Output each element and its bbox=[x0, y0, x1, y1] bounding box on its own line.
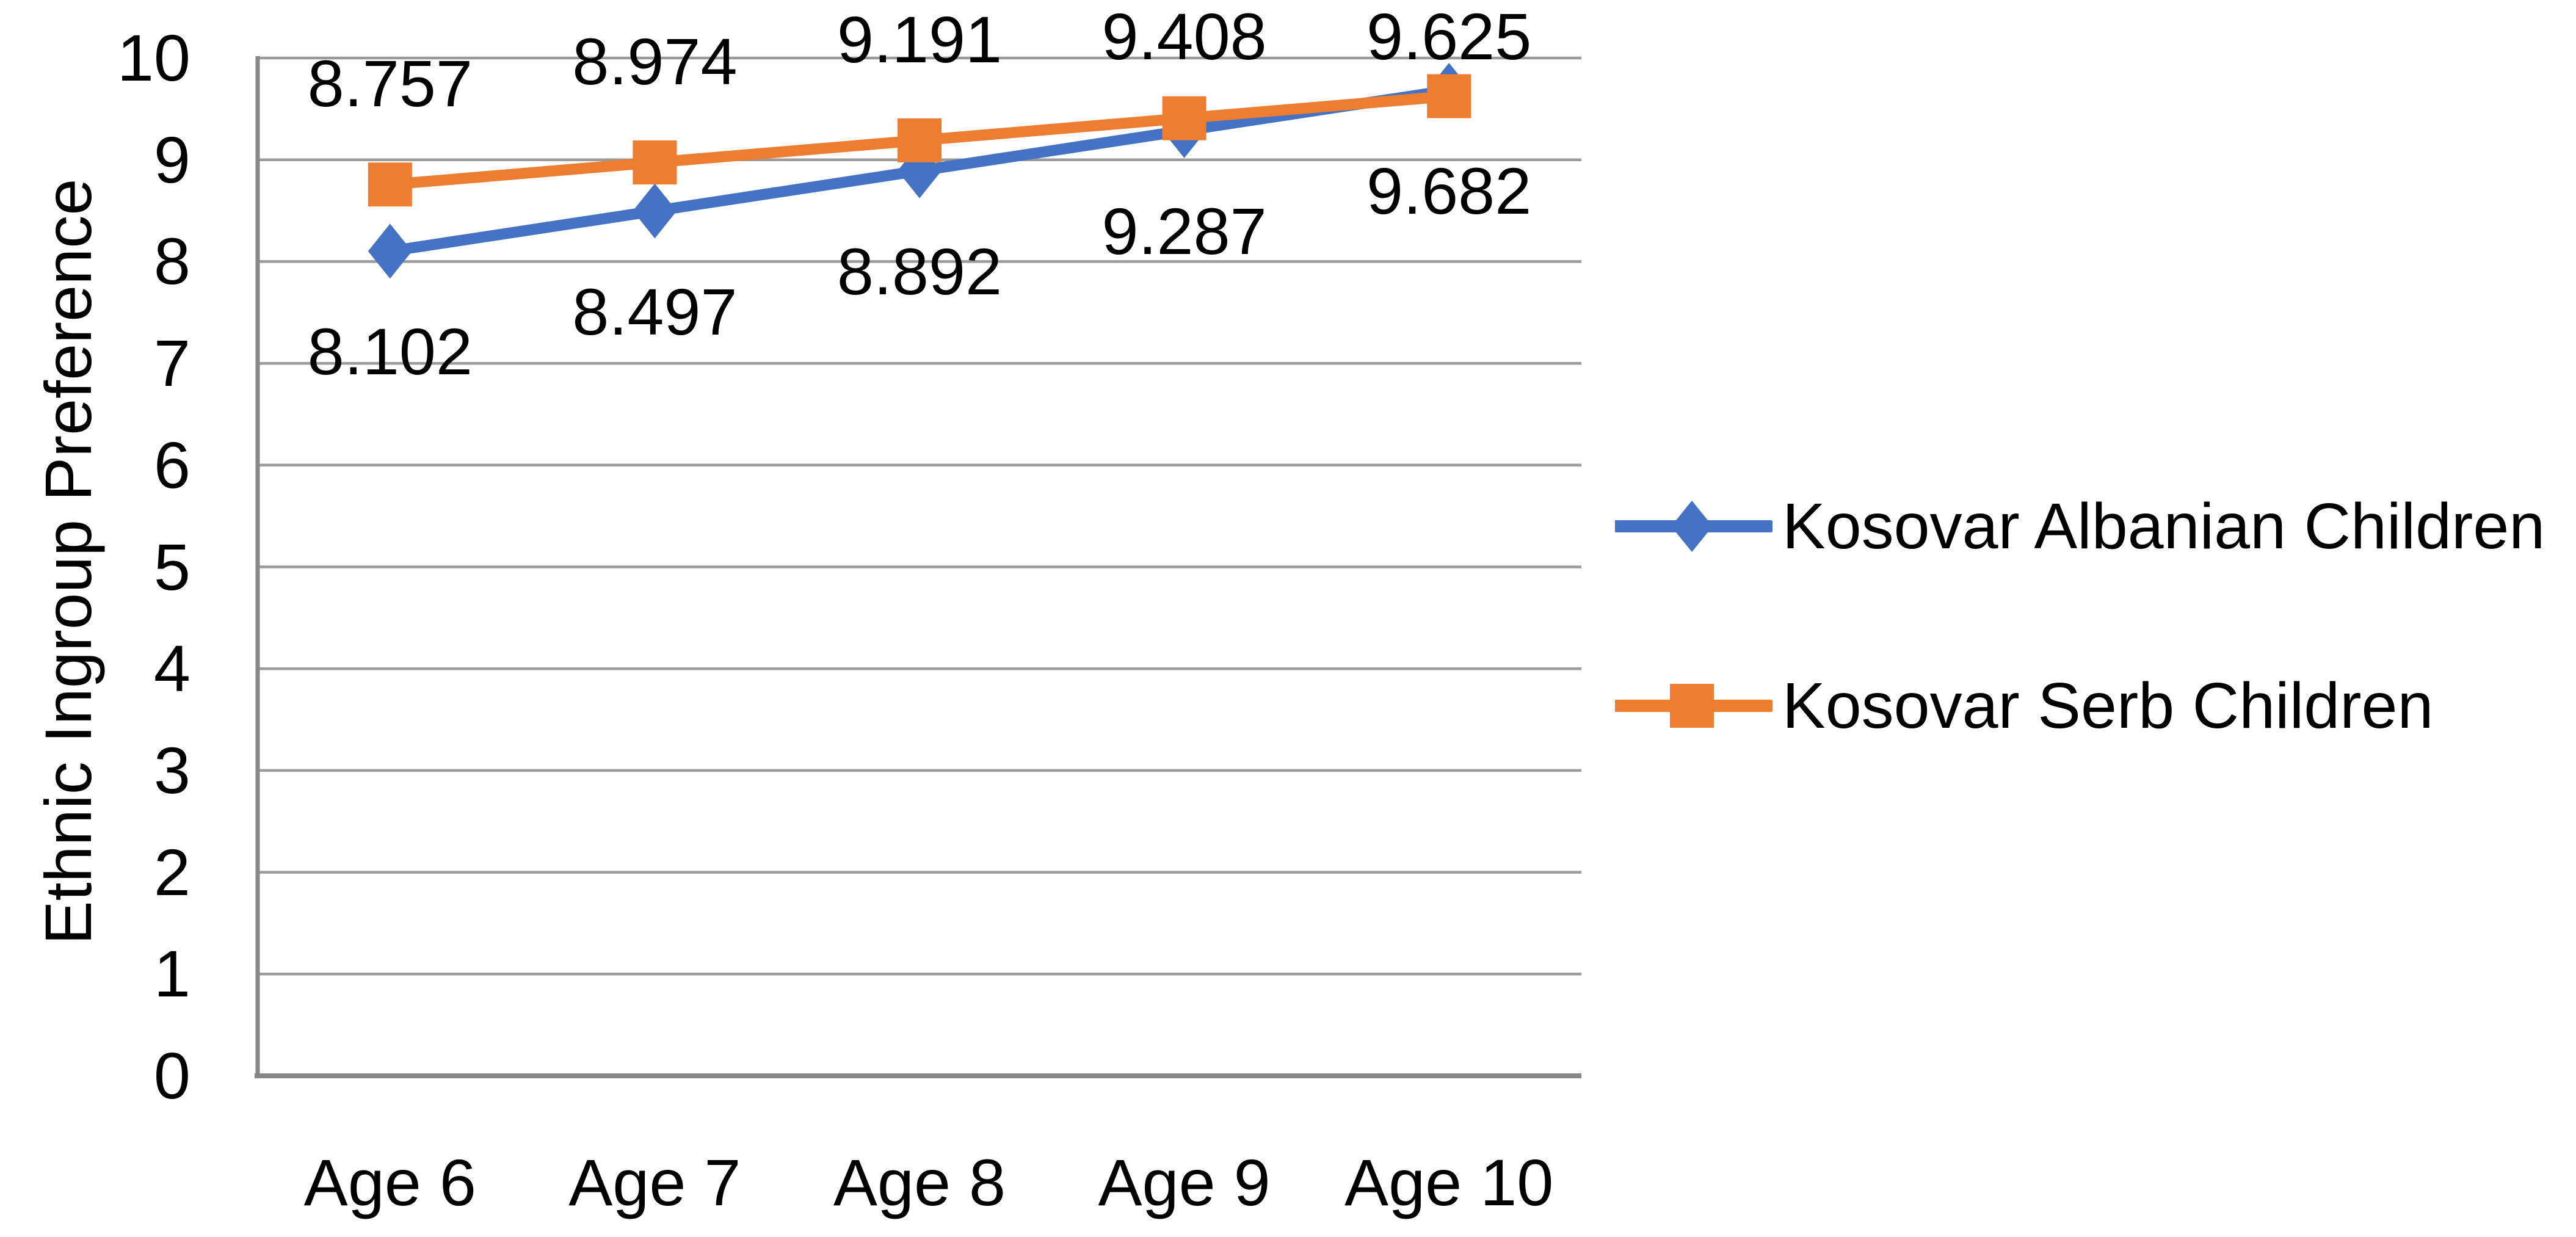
y-tick-label: 1 bbox=[153, 937, 190, 1011]
x-tick-label: Age 6 bbox=[303, 1145, 476, 1219]
x-tick-label: Age 8 bbox=[833, 1145, 1006, 1219]
data-label: 8.102 bbox=[307, 314, 473, 389]
legend-label: Kosovar Serb Children bbox=[1782, 670, 2434, 742]
marker-diamond-kosovar-albanian-children bbox=[368, 223, 412, 279]
y-tick-label: 8 bbox=[153, 224, 190, 299]
data-label: 8.757 bbox=[307, 46, 473, 121]
x-tick-label: Age 10 bbox=[1344, 1145, 1554, 1219]
data-label: 8.497 bbox=[572, 274, 738, 349]
data-label: 9.287 bbox=[1101, 194, 1267, 268]
y-tick-label: 2 bbox=[153, 835, 190, 909]
x-tick-label: Age 7 bbox=[568, 1145, 741, 1219]
y-tick-label: 10 bbox=[117, 21, 190, 95]
marker-diamond-kosovar-albanian-children bbox=[633, 183, 677, 239]
marker-square-kosovar-serb-children bbox=[898, 118, 942, 162]
marker-square-kosovar-serb-children bbox=[1427, 74, 1471, 118]
data-label: 9.682 bbox=[1366, 154, 1532, 228]
data-label: 9.408 bbox=[1101, 0, 1267, 73]
marker-square-kosovar-serb-children bbox=[633, 140, 677, 185]
marker-square-kosovar-serb-children bbox=[368, 162, 412, 207]
y-tick-label: 6 bbox=[153, 427, 190, 502]
data-label: 8.892 bbox=[836, 234, 1003, 308]
legend-label: Kosovar Albanian Children bbox=[1782, 490, 2545, 562]
legend-item-kosovar-serb-children: Kosovar Serb Children bbox=[1615, 663, 2433, 749]
x-tick-label: Age 9 bbox=[1098, 1145, 1271, 1219]
legend-marker-diamond-icon bbox=[1615, 501, 1772, 552]
y-tick-label: 0 bbox=[153, 1039, 190, 1112]
y-tick-label: 5 bbox=[153, 529, 190, 604]
data-label: 9.191 bbox=[836, 2, 1003, 76]
y-tick-label: 4 bbox=[153, 631, 190, 706]
y-tick-label: 3 bbox=[153, 733, 190, 807]
data-label: 9.625 bbox=[1366, 0, 1532, 73]
legend-marker-square-icon bbox=[1615, 684, 1772, 728]
y-tick-label: 7 bbox=[153, 326, 190, 401]
y-tick-label: 9 bbox=[153, 122, 190, 197]
legend-item-kosovar-albanian-children: Kosovar Albanian Children bbox=[1615, 484, 2545, 569]
marker-square-kosovar-serb-children bbox=[1162, 96, 1206, 140]
data-label: 8.974 bbox=[572, 24, 738, 99]
